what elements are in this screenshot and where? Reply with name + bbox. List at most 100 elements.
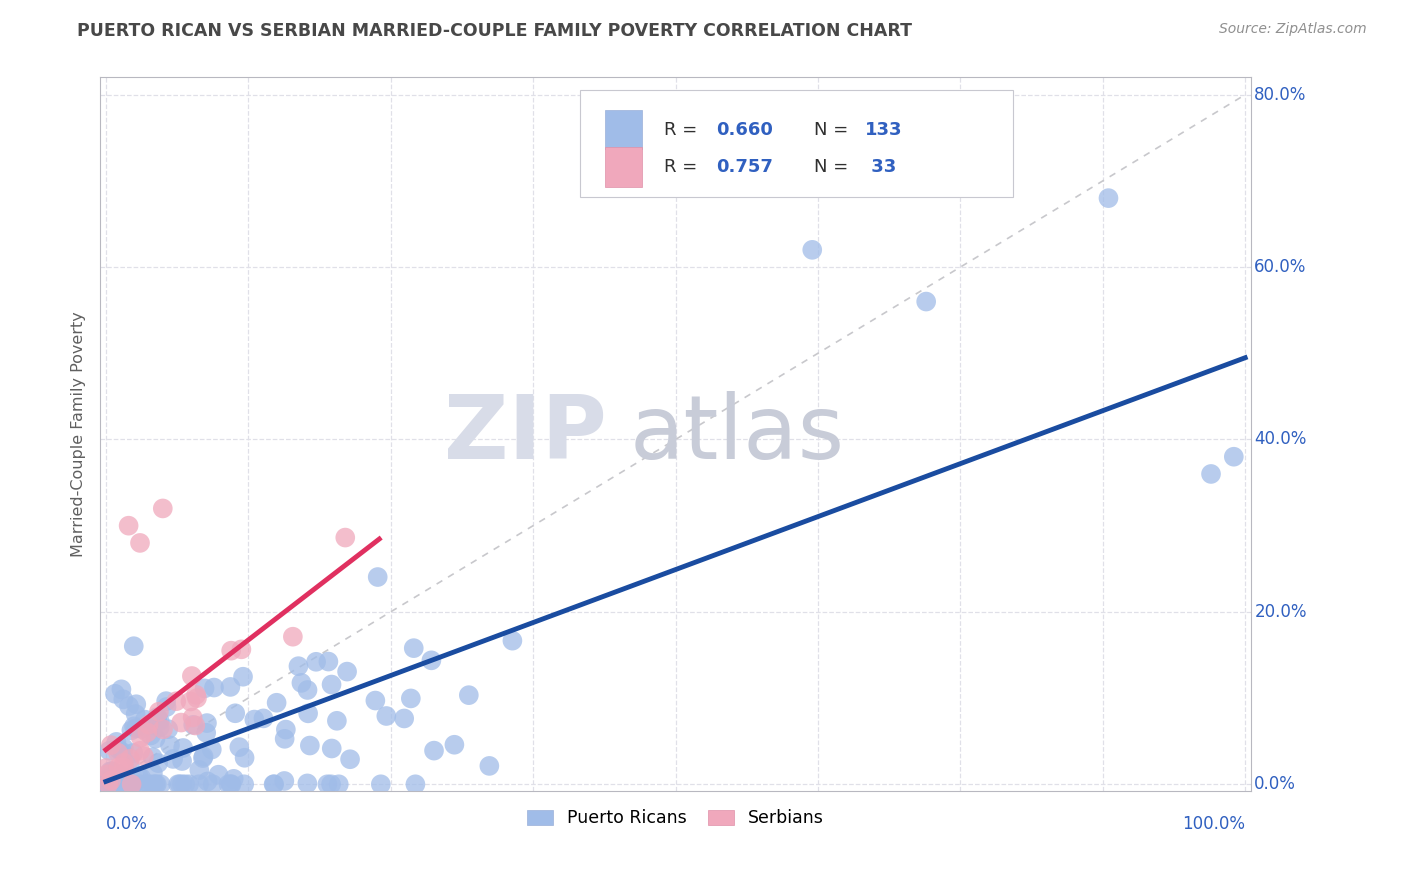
- Y-axis label: Married-Couple Family Poverty: Married-Couple Family Poverty: [72, 311, 86, 558]
- Point: [170, 777, 193, 791]
- Point: [207, 767, 229, 781]
- Point: [177, 777, 200, 791]
- Point: [118, 699, 141, 714]
- Point: [120, 752, 142, 766]
- Point: [110, 682, 132, 697]
- Point: [228, 740, 250, 755]
- Text: 133: 133: [866, 120, 903, 138]
- Point: [263, 777, 285, 791]
- Point: [328, 777, 350, 791]
- Point: [142, 777, 165, 791]
- Point: [298, 739, 321, 753]
- Point: [146, 711, 169, 725]
- Point: [146, 756, 169, 770]
- Point: [174, 777, 197, 791]
- Text: 0.660: 0.660: [716, 120, 773, 138]
- Point: [98, 744, 121, 758]
- Point: [101, 772, 124, 786]
- Point: [297, 683, 319, 698]
- Point: [443, 738, 465, 752]
- FancyBboxPatch shape: [581, 89, 1012, 197]
- Text: N =: N =: [814, 158, 853, 176]
- Point: [219, 643, 242, 657]
- Point: [339, 752, 361, 766]
- Point: [122, 719, 145, 733]
- Point: [155, 694, 177, 708]
- Point: [187, 777, 209, 791]
- Point: [131, 722, 153, 736]
- Point: [145, 777, 167, 791]
- Point: [224, 706, 246, 721]
- Point: [172, 754, 194, 768]
- Point: [219, 777, 242, 791]
- Point: [101, 764, 124, 778]
- Point: [157, 722, 180, 736]
- Point: [321, 741, 343, 756]
- Point: [136, 725, 159, 739]
- Point: [138, 777, 160, 791]
- Point: [145, 731, 167, 746]
- Point: [97, 772, 120, 786]
- Point: [129, 777, 152, 791]
- FancyBboxPatch shape: [606, 110, 643, 149]
- Point: [202, 681, 225, 695]
- Point: [138, 717, 160, 731]
- Point: [112, 692, 135, 706]
- Point: [149, 777, 172, 791]
- Point: [100, 773, 122, 788]
- Text: R =: R =: [664, 120, 703, 138]
- Point: [167, 777, 190, 791]
- Point: [129, 744, 152, 758]
- Point: [118, 758, 141, 772]
- Point: [290, 676, 312, 690]
- Point: [297, 776, 319, 790]
- Point: [159, 739, 181, 753]
- Text: R =: R =: [664, 158, 703, 176]
- Point: [100, 777, 122, 791]
- Point: [219, 680, 242, 694]
- Point: [801, 243, 824, 257]
- Point: [336, 665, 359, 679]
- Point: [201, 742, 224, 756]
- Point: [169, 777, 191, 791]
- Point: [423, 744, 446, 758]
- Point: [197, 774, 219, 789]
- Point: [108, 777, 131, 791]
- Point: [478, 759, 501, 773]
- Text: ZIP: ZIP: [444, 391, 606, 478]
- Point: [273, 774, 295, 789]
- Point: [125, 721, 148, 735]
- Point: [420, 653, 443, 667]
- Point: [172, 741, 194, 756]
- Point: [367, 570, 389, 584]
- Point: [399, 691, 422, 706]
- Point: [402, 641, 425, 656]
- Text: atlas: atlas: [630, 391, 845, 478]
- Text: 80.0%: 80.0%: [1254, 86, 1306, 103]
- Point: [112, 740, 135, 755]
- Point: [170, 715, 193, 730]
- Point: [222, 772, 245, 786]
- Point: [142, 766, 165, 780]
- Point: [120, 723, 142, 738]
- Point: [117, 518, 139, 533]
- Point: [96, 777, 118, 791]
- Point: [107, 760, 129, 774]
- Point: [191, 751, 214, 765]
- Point: [915, 294, 938, 309]
- Point: [195, 716, 218, 731]
- Point: [186, 691, 208, 706]
- Point: [104, 687, 127, 701]
- Point: [134, 713, 156, 727]
- Point: [142, 750, 165, 764]
- Point: [98, 764, 121, 779]
- Point: [107, 746, 129, 760]
- Point: [1199, 467, 1222, 481]
- Point: [180, 669, 202, 683]
- Point: [287, 659, 309, 673]
- Point: [152, 501, 174, 516]
- Point: [162, 752, 184, 766]
- Point: [232, 670, 254, 684]
- Point: [129, 731, 152, 745]
- Text: 100.0%: 100.0%: [1182, 815, 1246, 833]
